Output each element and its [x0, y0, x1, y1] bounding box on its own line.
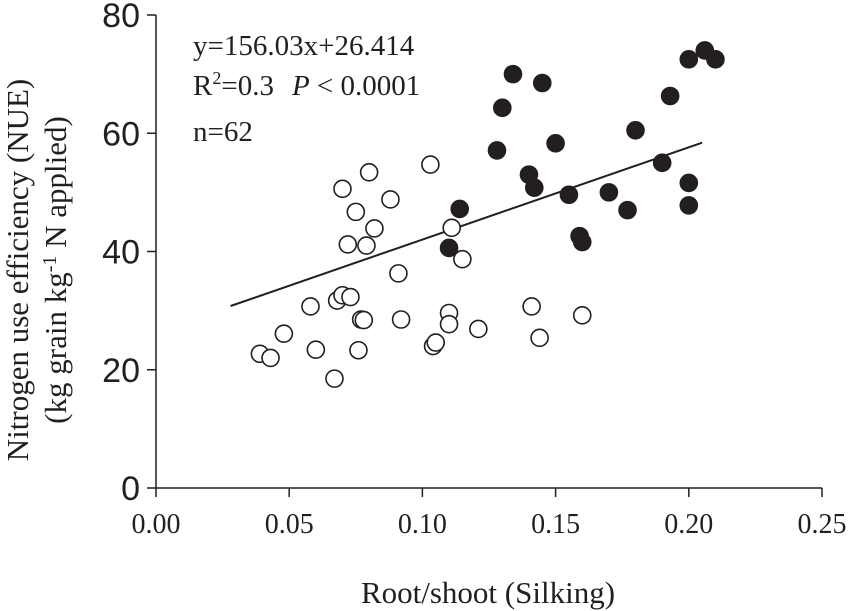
filled-data-point — [559, 185, 579, 205]
open-data-point — [426, 333, 446, 352]
filled-data-point — [626, 120, 645, 140]
regression-equation: y=156.03x+26.414 — [193, 30, 415, 62]
open-data-point — [389, 264, 408, 283]
filled-data-point — [679, 196, 699, 215]
x-tick-label: 0.00 — [132, 509, 181, 540]
y-axis-title-line1: Nitrogen use efficiency (NUE) — [0, 79, 35, 461]
filled-data-point — [532, 73, 552, 93]
x-tick-label: 0.05 — [265, 509, 314, 540]
open-data-point — [341, 287, 360, 307]
filled-data-point — [450, 199, 469, 219]
regression-line — [230, 141, 703, 307]
filled-data-point — [599, 183, 619, 202]
open-data-point — [338, 235, 358, 254]
open-data-point — [261, 348, 280, 368]
open-data-point — [439, 314, 459, 334]
data-points — [250, 41, 725, 388]
filled-data-point — [503, 64, 523, 84]
filled-data-point — [652, 153, 672, 173]
open-data-point — [301, 297, 320, 316]
open-data-point — [381, 190, 400, 209]
filled-data-point — [524, 178, 544, 197]
x-tick-label: 0.25 — [798, 509, 847, 540]
open-data-point — [442, 218, 462, 238]
open-data-point — [325, 369, 344, 388]
open-data-point — [469, 319, 488, 339]
open-data-point — [359, 162, 379, 182]
filled-data-point — [493, 98, 512, 118]
open-data-point — [530, 328, 549, 348]
y-axis-title-line2: (kg grain kg-1 N applied) — [38, 116, 73, 424]
y-tick-label: 0 — [121, 470, 140, 508]
filled-data-point — [487, 141, 507, 160]
open-data-point — [306, 340, 326, 359]
x-tick-label: 0.20 — [664, 509, 713, 540]
filled-data-point — [546, 134, 565, 153]
filled-data-point — [572, 232, 592, 252]
filled-data-point — [679, 50, 699, 69]
open-data-point — [333, 179, 352, 199]
axes: 0 20 40 60 80 0.00 0.05 0.10 0.15 0.20 0.25 — [102, 0, 846, 540]
open-data-point — [346, 202, 366, 222]
open-data-point — [522, 297, 541, 316]
open-data-point — [391, 310, 411, 329]
x-tick-label: 0.15 — [531, 509, 580, 540]
open-data-point — [274, 324, 294, 343]
x-axis-title: Root/shoot (Silking) — [361, 575, 615, 610]
open-data-point — [349, 340, 368, 360]
filled-data-point — [660, 86, 680, 106]
x-ticks: 0.00 0.05 0.10 0.15 0.20 0.25 — [132, 488, 847, 540]
regression-annotations: y=156.03x+26.414 R2=0.3 P < 0.0001 n=62 — [193, 30, 420, 148]
open-data-point — [354, 310, 374, 330]
y-tick-label: 80 — [102, 0, 140, 35]
filled-data-point — [618, 200, 637, 220]
filled-data-point — [679, 173, 699, 193]
y-tick-label: 20 — [102, 352, 140, 390]
y-ticks: 0 20 40 60 80 — [102, 0, 156, 508]
open-data-point — [572, 306, 592, 325]
open-data-point — [365, 219, 384, 238]
y-tick-label: 60 — [102, 115, 140, 153]
filled-data-point — [706, 50, 725, 69]
filled-data-point — [439, 238, 459, 258]
y-tick-label: 40 — [102, 234, 140, 272]
r-squared-p-value: R2=0.3 P < 0.0001 — [193, 68, 420, 102]
open-data-point — [421, 155, 440, 174]
sample-size: n=62 — [193, 116, 253, 148]
open-data-point — [453, 249, 472, 269]
open-data-point — [357, 236, 376, 255]
x-tick-label: 0.10 — [398, 509, 447, 540]
